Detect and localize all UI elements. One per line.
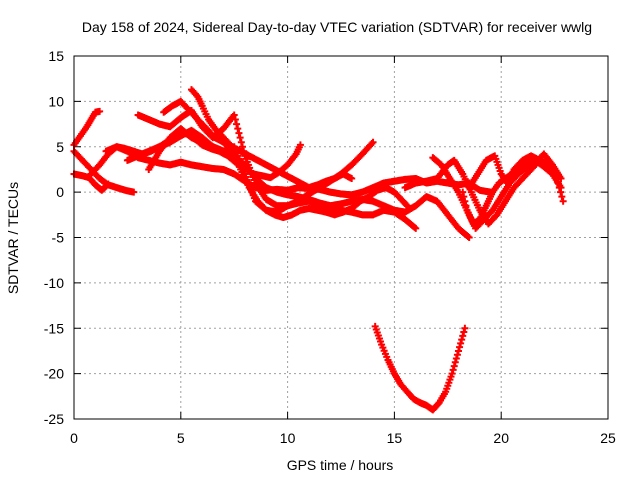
data-point-trace [234, 125, 242, 133]
x-axis-label: GPS time / hours [287, 457, 394, 473]
y-tick-label: 15 [48, 48, 64, 64]
data-point-trace [453, 351, 461, 359]
data-point-trace [457, 339, 465, 347]
data-point-trace [452, 355, 460, 362]
data-point-trace [458, 336, 466, 344]
data-series [465, 152, 561, 192]
data-point-trace [451, 358, 459, 366]
data-point-trace [558, 193, 566, 201]
data-point [230, 111, 238, 119]
y-tick-labels: -25 -20 -15 -10 -5 0 5 10 15 [44, 48, 64, 427]
data-point [553, 170, 561, 178]
x-tick-label: 5 [177, 430, 185, 446]
data-series [371, 322, 469, 414]
plot-frame [73, 55, 609, 420]
data-point-trace [459, 332, 467, 340]
data-point-trace [235, 129, 243, 137]
x-tick-label: 20 [493, 430, 509, 446]
x-tick-label: 15 [387, 430, 403, 446]
data-point-trace [236, 134, 244, 142]
data-point [557, 184, 565, 192]
x-tick-labels: 0 5 10 15 20 25 [70, 430, 616, 446]
y-tick-label: 0 [56, 184, 64, 200]
data-point-trace [237, 138, 245, 146]
grid [74, 56, 608, 419]
data-point-trace [450, 362, 458, 370]
data-point [96, 107, 104, 115]
data-point-trace [464, 232, 472, 240]
data-point [403, 202, 411, 210]
data-point [130, 188, 138, 196]
x-tick-label: 0 [70, 430, 78, 446]
y-tick-label: -5 [52, 230, 65, 246]
x-tick-label: 25 [600, 430, 616, 446]
data-point [348, 175, 356, 183]
data-point [559, 197, 567, 205]
data-point-trace [449, 366, 457, 374]
data-point-trace [462, 202, 470, 210]
data-series [401, 156, 567, 228]
data-point-trace [460, 328, 468, 336]
y-tick-label: -25 [44, 411, 64, 427]
data-point-trace [368, 140, 376, 148]
data-point-trace [103, 181, 111, 189]
data-point [461, 324, 469, 332]
data-point-trace [411, 223, 419, 231]
data-series [187, 86, 356, 192]
data-point [459, 188, 467, 196]
data-point-trace [456, 343, 464, 351]
data-point [454, 347, 462, 355]
data-series [70, 107, 104, 149]
data-point [104, 180, 112, 188]
data-point [412, 224, 420, 232]
y-axis-label: SDTVAR / TECUs [5, 182, 21, 294]
data-point-trace [402, 201, 410, 209]
data-point [465, 234, 473, 241]
y-tick-label: -15 [44, 320, 64, 336]
y-tick-label: -10 [44, 275, 64, 291]
data-point-trace [552, 169, 560, 177]
data-marks [70, 86, 567, 414]
data-point [448, 370, 456, 378]
data-point [296, 141, 304, 149]
data-point-trace [460, 193, 468, 201]
chart-title: Day 158 of 2024, Sidereal Day-to-day VTE… [82, 19, 592, 35]
x-tick-label: 10 [280, 430, 296, 446]
data-point [557, 175, 565, 183]
data-series [160, 97, 411, 222]
data-point-trace [231, 116, 239, 124]
y-tick-label: 5 [56, 139, 64, 155]
y-tick-label: -20 [44, 366, 64, 382]
y-tick-label: 10 [48, 93, 64, 109]
data-point [369, 138, 377, 146]
data-point-trace [233, 120, 241, 128]
data-point-trace [461, 197, 469, 205]
